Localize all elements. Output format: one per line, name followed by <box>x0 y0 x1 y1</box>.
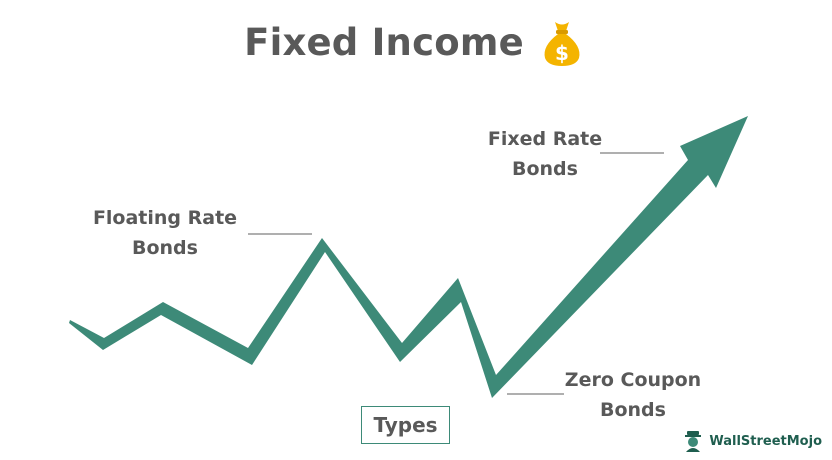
label-floating-rate-line1: Floating Rate <box>92 207 238 229</box>
label-fixed-rate-line2: Bonds <box>512 158 578 180</box>
wallstreetmojo-logo-icon <box>685 431 702 452</box>
label-floating-rate-bonds: Floating Rate Bonds <box>80 203 250 263</box>
page-title: Fixed Income <box>244 20 524 64</box>
svg-text:$: $ <box>555 41 569 65</box>
brand-name: WallStreetMojo <box>709 433 822 449</box>
label-fixed-rate-line1: Fixed Rate <box>487 128 603 150</box>
zigzag-arrow <box>69 116 748 398</box>
label-zero-coupon-line1: Zero Coupon <box>564 369 702 391</box>
label-floating-rate-line2: Bonds <box>132 237 198 259</box>
money-bag-icon: $ <box>544 22 580 66</box>
label-zero-coupon-bonds: Zero Coupon Bonds <box>548 365 718 425</box>
types-box: Types <box>361 406 450 444</box>
brand-watermark: WallStreetMojo <box>681 428 822 454</box>
title-row: Fixed Income $ <box>0 16 832 68</box>
label-zero-coupon-line2: Bonds <box>600 399 666 421</box>
label-fixed-rate-bonds: Fixed Rate Bonds <box>460 124 630 184</box>
